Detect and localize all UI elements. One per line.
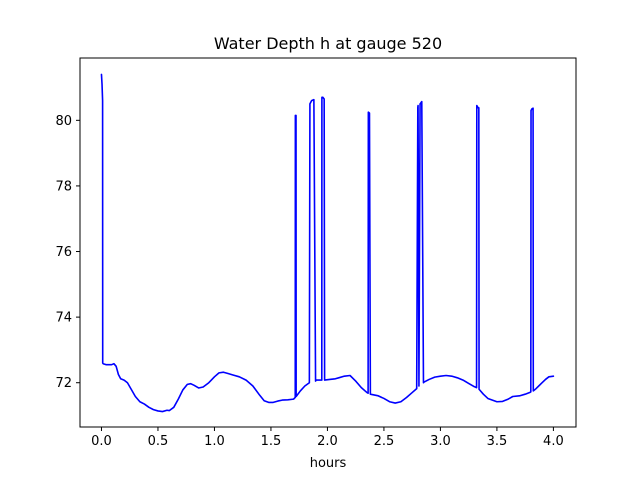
x-tick-label: 1.5 [261,434,282,449]
series-line-water-depth [100,73,555,413]
y-tick-label: 76 [55,245,72,260]
y-tick-label: 80 [55,114,72,129]
x-tick-label: 0.0 [91,434,112,449]
y-tick-label: 72 [55,376,72,391]
y-axis: 72 74 76 78 80 [55,114,80,391]
x-tick-label: 4.0 [543,434,564,449]
x-axis-label: hours [310,456,347,471]
x-tick-label: 1.0 [204,434,225,449]
chart-title: Water Depth h at gauge 520 [214,34,442,53]
plot-area-frame [79,57,577,428]
x-tick-label: 0.5 [148,434,169,449]
series-layer [100,73,555,413]
x-tick-label: 2.0 [317,434,338,449]
x-tick-label: 3.5 [487,434,508,449]
y-tick-label: 74 [55,311,72,326]
x-tick-label: 3.0 [430,434,451,449]
x-tick-label: 2.5 [374,434,395,449]
x-axis: 0.0 0.5 1.0 1.5 2.0 2.5 3.0 3.5 4.0 [91,427,564,449]
y-tick-label: 78 [55,179,72,194]
